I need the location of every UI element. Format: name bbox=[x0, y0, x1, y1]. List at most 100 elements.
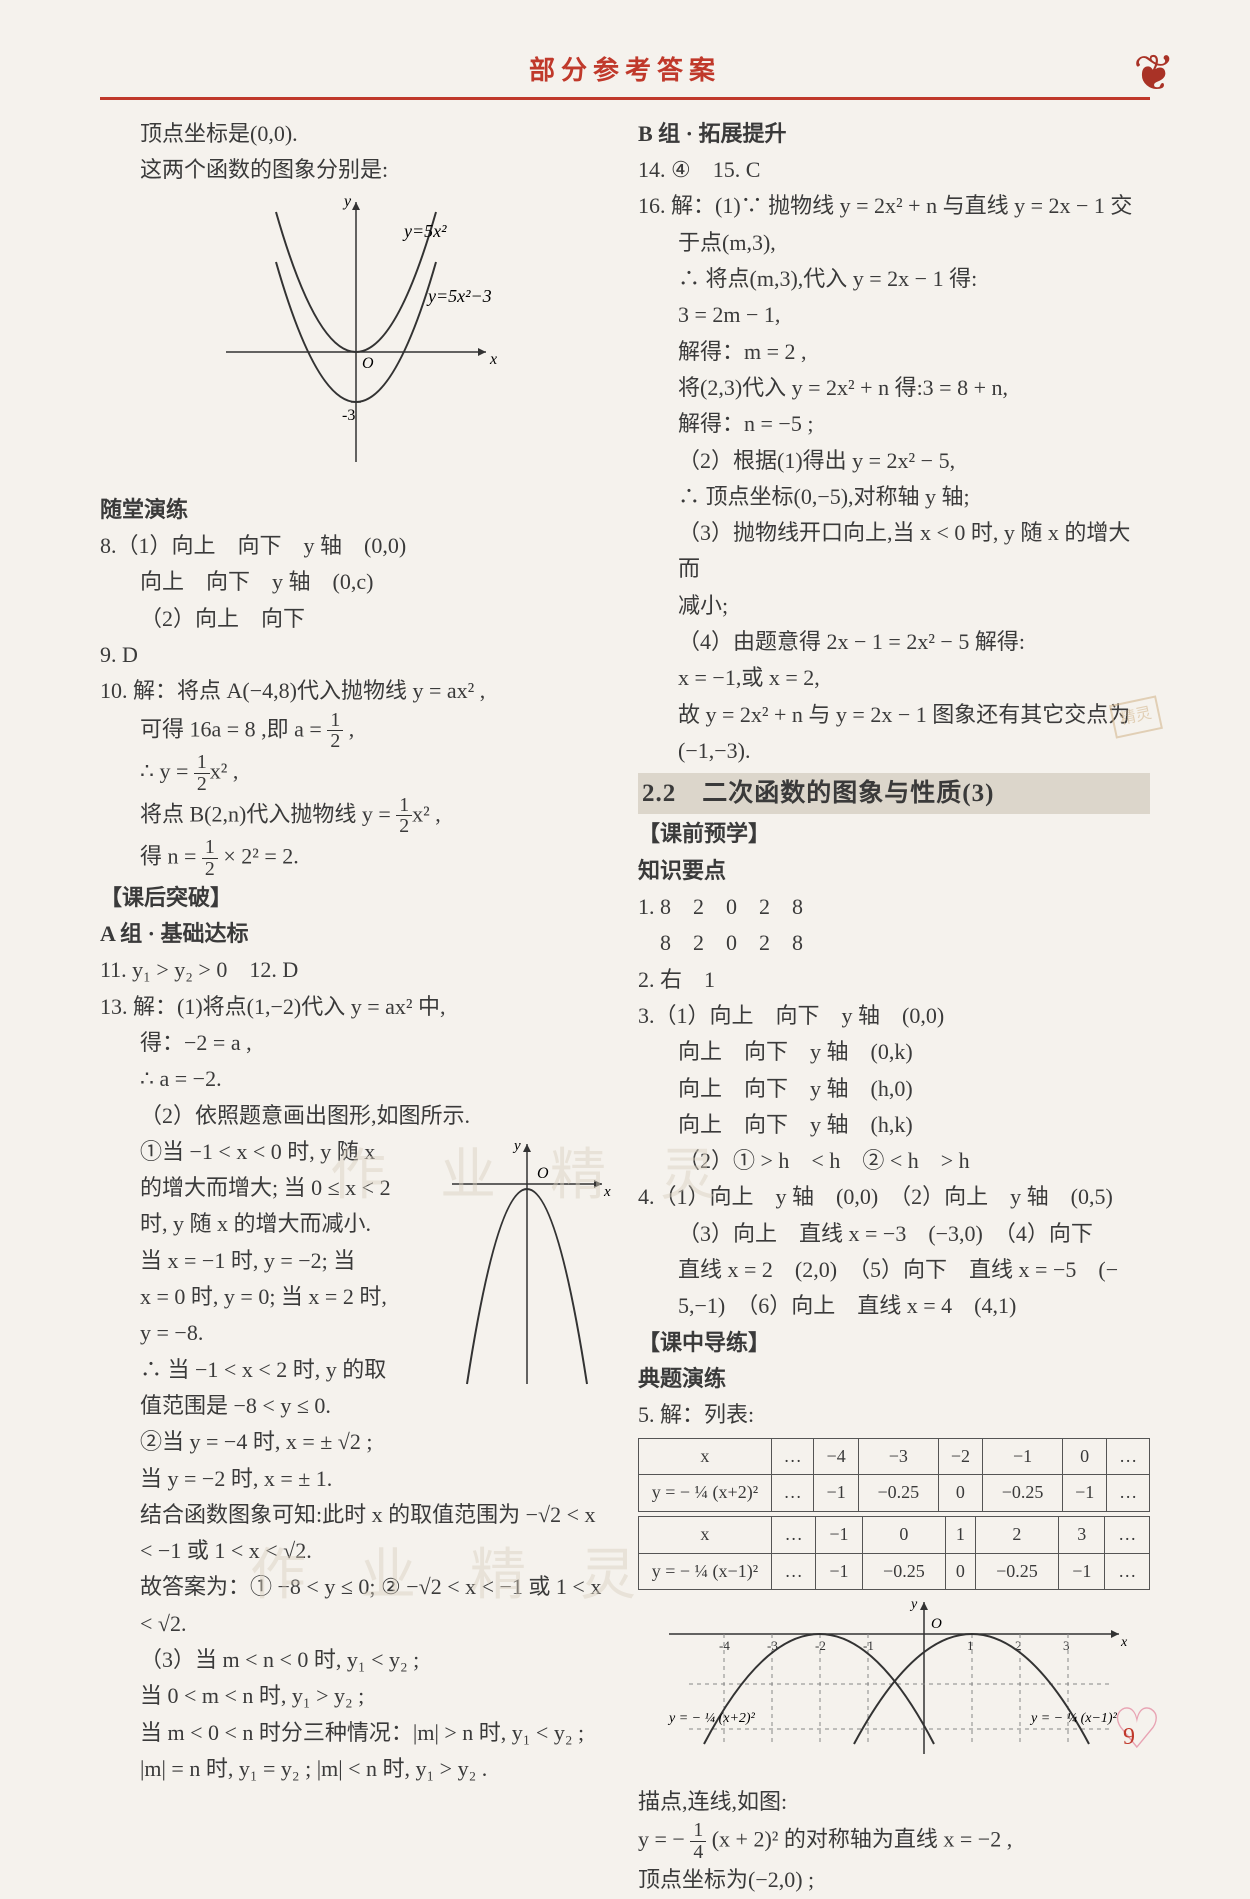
text-line: 将(2,3)代入 y = 2x² + n 得:3 = 8 + n, bbox=[638, 370, 1150, 406]
table-row: y = − ¼ (x+2)² … −1 −0.25 0 −0.25 −1 … bbox=[639, 1475, 1150, 1512]
text-line: （2）依照题意画出图形,如图所示. bbox=[100, 1098, 612, 1134]
text-line: （2）向上 向下 bbox=[100, 601, 612, 637]
text-line: 结合函数图象可知:此时 x 的取值范围为 −√2 < x bbox=[100, 1497, 612, 1533]
text-line: 减小; bbox=[638, 588, 1150, 624]
subsection-heading: 【课后突破】 bbox=[100, 880, 612, 916]
text-line: 8.（1）向上 向下 y 轴 (0,0) bbox=[100, 528, 612, 564]
text-line: 当 m < 0 < n 时分三种情况：|m| > n 时, y₁ < y₂ ; bbox=[100, 1715, 612, 1751]
subsection-heading: 随堂演练 bbox=[100, 492, 612, 528]
text-line: 得：−2 = a , bbox=[100, 1025, 612, 1061]
text-line: y = −8. bbox=[100, 1315, 434, 1351]
text-line: ②当 y = −4 时, x = ± √2 ; bbox=[100, 1424, 434, 1460]
text-line: 3.（1）向上 向下 y 轴 (0,0) bbox=[638, 998, 1150, 1034]
header-title: 部分参考答案 bbox=[529, 50, 721, 93]
text-line: 2. 右 1 bbox=[638, 962, 1150, 998]
text-line: 9. D bbox=[100, 637, 612, 673]
svg-text:O: O bbox=[931, 1616, 942, 1632]
text-line: 描点,连线,如图: bbox=[638, 1784, 1150, 1820]
svg-text:y = − ¼ (x−1)²: y = − ¼ (x−1)² bbox=[1029, 1711, 1118, 1726]
svg-text:y: y bbox=[512, 1138, 521, 1154]
value-table-1: x … −4 −3 −2 −1 0 … y = − ¼ (x+2)² … −1 … bbox=[638, 1438, 1150, 1512]
text-line: 解得：n = −5 ; bbox=[638, 406, 1150, 442]
svg-text:x: x bbox=[489, 351, 497, 368]
text-line: < √2. bbox=[100, 1606, 612, 1642]
text-line: 10. 解：将点 A(−4,8)代入抛物线 y = ax² , bbox=[100, 673, 612, 709]
table-row: x … −4 −3 −2 −1 0 … bbox=[639, 1438, 1150, 1475]
text-line: 当 0 < m < n 时, y₁ > y₂ ; bbox=[100, 1678, 612, 1714]
svg-text:-4: -4 bbox=[719, 1638, 730, 1653]
text-line: 8 2 0 2 8 bbox=[638, 925, 1150, 961]
page-number: 9 bbox=[1123, 1718, 1135, 1758]
text-line: 于点(m,3), bbox=[638, 225, 1150, 261]
text-line: 故答案为：① −8 < y ≤ 0; ② −√2 < x < −1 或 1 < … bbox=[100, 1569, 612, 1605]
text-line: 得 n = 12 × 2² = 2. bbox=[100, 837, 612, 880]
svg-text:x: x bbox=[603, 1184, 611, 1200]
right-column: B 组 · 拓展提升 14. ④ 15. C 16. 解：(1)∵ 抛物线 y … bbox=[638, 116, 1150, 1899]
text-line: （2）① > h < h ② < h > h bbox=[638, 1143, 1150, 1179]
figure-down-parabola: O x y bbox=[442, 1134, 612, 1497]
svg-text:O: O bbox=[362, 355, 374, 372]
text-line: 13. 解：(1)将点(1,−2)代入 y = ax² 中, bbox=[100, 989, 612, 1025]
svg-text:1: 1 bbox=[967, 1638, 974, 1653]
table-row: x … −1 0 1 2 3 … bbox=[639, 1516, 1150, 1553]
text-line: ∴ y = 12x² , bbox=[100, 752, 612, 795]
text-line: 14. ④ 15. C bbox=[638, 152, 1150, 188]
header-rule bbox=[100, 97, 1150, 100]
svg-text:y: y bbox=[909, 1597, 918, 1612]
text-line: 可得 16a = 8 ,即 a = 12 , bbox=[100, 710, 612, 753]
svg-text:y=5x²: y=5x² bbox=[402, 221, 447, 241]
group-heading: A 组 · 基础达标 bbox=[100, 916, 612, 952]
section-heading: 2.2 二次函数的图象与性质(3) bbox=[638, 773, 1150, 814]
text-line: 值范围是 −8 < y ≤ 0. bbox=[100, 1388, 434, 1424]
header-decor-icon: ❦ bbox=[1133, 32, 1175, 115]
text-line: 当 x = −1 时, y = −2; 当 bbox=[100, 1243, 434, 1279]
text-line: 直线 x = 2 (2,0) （5）向下 直线 x = −5 (− bbox=[638, 1252, 1150, 1288]
text-line: x = −1,或 x = 2, bbox=[638, 660, 1150, 696]
subsection-heading: 知识要点 bbox=[638, 853, 1150, 889]
text-line: 顶点坐标是(0,0). bbox=[100, 116, 612, 152]
text-line: ∴ 将点(m,3),代入 y = 2x − 1 得: bbox=[638, 261, 1150, 297]
text-line: ∴ a = −2. bbox=[100, 1061, 612, 1097]
svg-text:-3: -3 bbox=[342, 407, 355, 424]
text-line: 时, y 随 x 的增大而减小. bbox=[100, 1206, 434, 1242]
text-line: (−1,−3). bbox=[638, 733, 1150, 769]
text-line: ∴ 顶点坐标(0,−5),对称轴 y 轴; bbox=[638, 479, 1150, 515]
text-line: y = − 14 (x + 2)² 的对称轴为直线 x = −2 , bbox=[638, 1820, 1150, 1863]
text-line: 解得：m = 2 , bbox=[638, 334, 1150, 370]
parabola-svg: x y O y=5x² y=5x²−3 -3 bbox=[206, 192, 506, 472]
group-heading: B 组 · 拓展提升 bbox=[638, 116, 1150, 152]
subsection-heading: 【课前预学】 bbox=[638, 816, 1150, 852]
text-line: x = 0 时, y = 0; 当 x = 2 时, bbox=[100, 1279, 434, 1315]
text-line: 向上 向下 y 轴 (h,0) bbox=[638, 1071, 1150, 1107]
text-line: < −1 或 1 < x < √2. bbox=[100, 1533, 612, 1569]
heart-icon: ♡ bbox=[1112, 1684, 1162, 1776]
text-line: （3）当 m < n < 0 时, y₁ < y₂ ; bbox=[100, 1642, 612, 1678]
svg-text:O: O bbox=[537, 1165, 549, 1182]
text-line: ∴ 当 −1 < x < 2 时, y 的取 bbox=[100, 1352, 434, 1388]
svg-text:y = − ¼ (x+2)²: y = − ¼ (x+2)² bbox=[667, 1711, 756, 1726]
text-line: 11. y₁ > y₂ > 0 12. D bbox=[100, 952, 612, 988]
text-line: 1. 8 2 0 2 8 bbox=[638, 889, 1150, 925]
text-line: 向上 向下 y 轴 (h,k) bbox=[638, 1107, 1150, 1143]
text-line: ①当 −1 < x < 0 时, y 随 x bbox=[100, 1134, 434, 1170]
text-line: 16. 解：(1)∵ 抛物线 y = 2x² + n 与直线 y = 2x − … bbox=[638, 188, 1150, 224]
text-line: 顶点坐标为(−2,0) ; bbox=[638, 1862, 1150, 1898]
text-line: 这两个函数的图象分别是: bbox=[100, 152, 612, 188]
text-line: |m| = n 时, y₁ = y₂ ; |m| < n 时, y₁ > y₂ … bbox=[100, 1751, 612, 1787]
text-line: （3）向上 直线 x = −3 (−3,0) （4）向下 bbox=[638, 1216, 1150, 1252]
svg-text:3: 3 bbox=[1063, 1638, 1070, 1653]
svg-text:x: x bbox=[1120, 1635, 1128, 1650]
value-table-2: x … −1 0 1 2 3 … y = − ¼ (x−1)² … −1 −0.… bbox=[638, 1516, 1150, 1590]
text-line: （4）由题意得 2x − 1 = 2x² − 5 解得: bbox=[638, 624, 1150, 660]
figure-parabolas: x y O y=5x² y=5x²−3 -3 bbox=[100, 192, 612, 483]
svg-text:y=5x²−3: y=5x²−3 bbox=[426, 286, 492, 306]
text-line: （2）根据(1)得出 y = 2x² − 5, bbox=[638, 443, 1150, 479]
text-line: 3 = 2m − 1, bbox=[638, 297, 1150, 333]
text-line: 当 y = −2 时, x = ± 1. bbox=[100, 1461, 434, 1497]
figure-two-down-parabolas: O x y -4 -3 -2 -1 1 2 3 bbox=[638, 1594, 1150, 1775]
left-column: 顶点坐标是(0,0). 这两个函数的图象分别是: x y O y=5x² y=5… bbox=[100, 116, 612, 1899]
text-line: 5. 解：列表: bbox=[638, 1397, 1150, 1433]
content-columns: 顶点坐标是(0,0). 这两个函数的图象分别是: x y O y=5x² y=5… bbox=[100, 116, 1150, 1899]
text-line: 5,−1) （6）向上 直线 x = 4 (4,1) bbox=[638, 1288, 1150, 1324]
text-line: 将点 B(2,n)代入抛物线 y = 12x² , bbox=[100, 795, 612, 838]
